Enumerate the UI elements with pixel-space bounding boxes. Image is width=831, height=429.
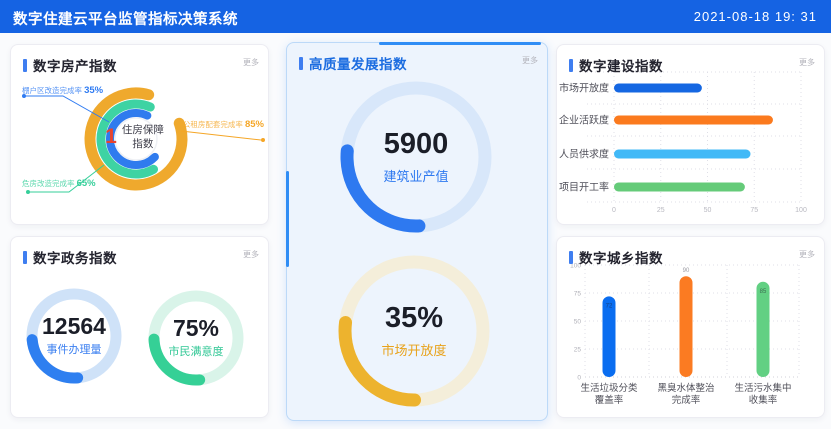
housing-index-value: 1 xyxy=(105,125,117,149)
gauge-ring xyxy=(338,255,490,407)
svg-text:覆盖率: 覆盖率 xyxy=(595,394,624,406)
panel-housing-title: 数字房产指数 xyxy=(33,59,117,74)
datetime: 2021-08-18 19: 31 xyxy=(693,9,817,24)
svg-text:90: 90 xyxy=(683,268,690,274)
svg-text:25: 25 xyxy=(657,207,665,214)
gauge-construction-output: 5900 建筑业产值 xyxy=(340,81,492,233)
gauge-ring xyxy=(340,81,492,233)
construction-output-value: 5900 xyxy=(383,127,449,160)
market-openness-label: 市场开放度 xyxy=(381,342,447,358)
gauge-case-volume: 12564 事件办理量 xyxy=(19,281,129,391)
panel-housing: 数字房产指数 更多 棚户区改造完成率 35% 公租房配套完成率 85% 危房改造… xyxy=(10,44,269,225)
title-accent-bar xyxy=(299,56,303,70)
app-header: 数字住建云平台监管指标决策系统 2021-08-18 19: 31 xyxy=(0,0,831,33)
svg-text:完成率: 完成率 xyxy=(672,394,701,406)
svg-text:0: 0 xyxy=(612,207,616,214)
callout-dilapidated-rate: 危房改造完成率 65% xyxy=(22,178,96,189)
satisfaction-value: 75% xyxy=(172,315,220,341)
title-accent-bar xyxy=(569,58,573,72)
construction-output-label: 建筑业产值 xyxy=(383,168,449,184)
svg-text:收集率: 收集率 xyxy=(749,394,778,406)
svg-text:项目开工率: 项目开工率 xyxy=(559,181,609,194)
svg-text:50: 50 xyxy=(704,207,712,214)
callout-value: 35% xyxy=(84,85,104,96)
svg-text:0: 0 xyxy=(577,375,581,382)
more-link-housing[interactable]: 更多 xyxy=(243,58,259,67)
panel-housing-header: 数字房产指数 xyxy=(23,55,117,75)
panel-construction: 数字建设指数 更多 0 25 50 75 100 市场开放度企业活跃度人员供求度项目开工率 xyxy=(556,44,825,225)
housing-index-label: 住房保障指数 xyxy=(121,124,164,151)
callout-value: 85% xyxy=(244,119,264,130)
callout-shantytown-rate: 棚户区改造完成率 35% xyxy=(22,85,103,96)
svg-text:85: 85 xyxy=(760,289,767,295)
market-openness-value: 35% xyxy=(384,301,444,334)
more-link-government[interactable]: 更多 xyxy=(243,250,259,259)
callout-label: 危房改造完成率 xyxy=(22,179,75,188)
gauge-market-openness: 35% 市场开放度 xyxy=(338,255,490,407)
panel-quality-header: 高质量发展指数 xyxy=(299,53,407,73)
highlight-border-top xyxy=(379,42,541,45)
app-title: 数字住建云平台监管指标决策系统 xyxy=(13,12,238,28)
more-link-urban[interactable]: 更多 xyxy=(799,250,815,259)
callout-label: 公租房配套完成率 xyxy=(182,120,243,129)
svg-text:72: 72 xyxy=(606,303,613,309)
svg-text:100: 100 xyxy=(795,207,807,214)
svg-text:市场开放度: 市场开放度 xyxy=(559,82,609,95)
title-accent-bar xyxy=(569,250,573,264)
panel-government: 数字政务指数 更多 12564 事件办理量 75% 市民满意度 xyxy=(10,236,269,418)
svg-text:人员供求度: 人员供求度 xyxy=(559,148,609,161)
more-link-quality[interactable]: 更多 xyxy=(522,56,538,65)
panel-quality: 高质量发展指数 更多 5900 建筑业产值 35% 市场开放度 xyxy=(286,42,548,421)
panel-government-title: 数字政务指数 xyxy=(33,251,117,266)
donut-center-index: 1 住房保障指数 xyxy=(96,123,176,151)
svg-text:50: 50 xyxy=(574,319,582,326)
svg-text:生活污水集中: 生活污水集中 xyxy=(734,382,791,394)
title-accent-bar xyxy=(23,250,27,264)
panel-government-header: 数字政务指数 xyxy=(23,247,117,267)
svg-text:企业活跃度: 企业活跃度 xyxy=(559,114,609,127)
callout-label: 棚户区改造完成率 xyxy=(22,86,82,95)
more-link-construction[interactable]: 更多 xyxy=(799,58,815,67)
panel-urban-header: 数字城乡指数 xyxy=(569,247,663,267)
callout-value: 65% xyxy=(76,178,96,189)
svg-text:生活垃圾分类: 生活垃圾分类 xyxy=(580,382,638,394)
svg-text:25: 25 xyxy=(574,347,582,354)
housing-donut-chart xyxy=(22,87,265,194)
highlight-border-left xyxy=(286,171,289,267)
svg-text:100: 100 xyxy=(570,263,581,270)
gauge-ring xyxy=(26,288,122,384)
gauge-ring xyxy=(148,290,244,386)
panel-construction-header: 数字建设指数 xyxy=(569,55,663,75)
svg-text:75: 75 xyxy=(750,207,758,214)
panel-urban: 数字城乡指数 更多 100 75 50 25 0 72 生活垃圾分类 覆盖率 90 黑臭水体整治完… xyxy=(556,236,825,418)
gauge-citizen-satisfaction: 75% 市民满意度 xyxy=(141,283,251,393)
svg-text:黑臭水体整治: 黑臭水体整治 xyxy=(657,382,714,394)
panel-construction-title: 数字建设指数 xyxy=(579,59,663,74)
case-volume-value: 12564 xyxy=(42,313,106,339)
panel-quality-title: 高质量发展指数 xyxy=(309,57,407,72)
panel-urban-title: 数字城乡指数 xyxy=(579,251,663,266)
svg-text:75: 75 xyxy=(574,291,582,298)
title-accent-bar xyxy=(23,58,27,72)
case-volume-label: 事件办理量 xyxy=(46,344,102,356)
satisfaction-label: 市民满意度 xyxy=(168,346,224,358)
callout-public-rental-rate: 公租房配套完成率 85% xyxy=(183,119,264,130)
